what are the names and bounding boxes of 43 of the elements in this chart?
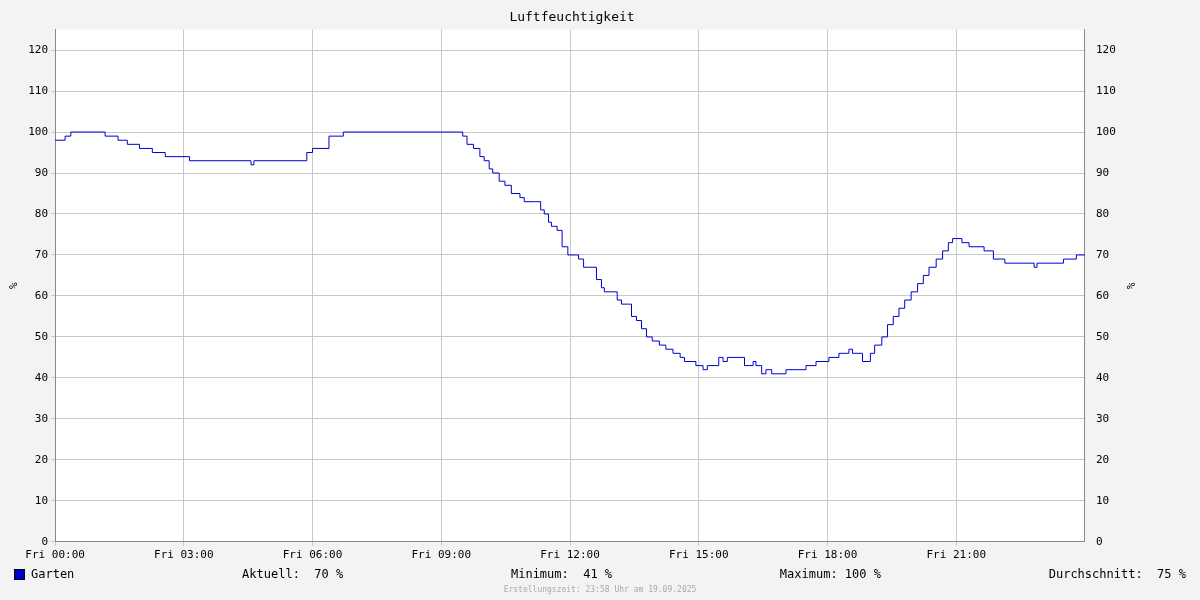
y2-tick-label: 30 [1095,411,1110,425]
y-tick-label: 100 [28,124,49,138]
x-tick-label: Fri 00:00 [25,548,85,562]
y-tick-label: 110 [28,83,49,97]
x-tick-label: Fri 03:00 [154,548,214,562]
text: Aktuell: 70 % [242,567,344,581]
y-tick-label: 50 [34,329,49,343]
y2-tick-label: 60 [1095,288,1110,302]
legend-label: Garten [31,567,75,581]
y-tick-label: 80 [34,206,49,220]
y2-tick-label: 0 [1095,534,1103,548]
y2-tick-label: 120 [1095,42,1116,56]
y2-tick-label: 50 [1095,329,1110,343]
y-tick-label: 70 [34,247,49,261]
text: Minimum: 41 % [510,567,613,581]
y-tick-label: 30 [34,411,49,425]
text: Durchschnitt: 75 % [1048,567,1186,581]
x-tick-label: Fri 12:00 [540,548,600,562]
text: Erstellungszeit: 23:58 Uhr am 19.09.2025 [502,585,698,594]
y2-axis-title: % [1123,282,1137,290]
y-tick-label: 120 [28,42,49,56]
x-tick-label: Fri 09:00 [411,548,472,562]
y2-tick-label: 10 [1095,493,1110,507]
y-tick-label: 20 [34,452,49,466]
y2-tick-label: 110 [1095,83,1116,97]
x-tick-label: Fri 15:00 [668,548,729,562]
x-tick-label: Fri 18:00 [797,548,858,562]
y2-tick-label: 40 [1095,370,1110,384]
y2-tick-label: 80 [1095,206,1110,220]
y-axis-title: % [7,282,21,290]
y2-tick-label: 100 [1095,124,1116,138]
y2-tick-label: 70 [1095,247,1110,261]
y2-tick-label: 20 [1095,452,1110,466]
y2-tick-label: 90 [1095,165,1110,179]
y-tick-label: 0 [41,534,49,548]
y-tick-label: 60 [34,288,49,302]
text: Maximum: 100 % [779,567,881,581]
x-tick-label: Fri 06:00 [282,548,343,562]
chart-title: Luftfeuchtigkeit [509,9,635,25]
y-tick-label: 90 [34,165,49,179]
x-tick-label: Fri 21:00 [926,548,986,562]
y-tick-label: 40 [34,370,49,384]
y-tick-label: 10 [34,493,49,507]
